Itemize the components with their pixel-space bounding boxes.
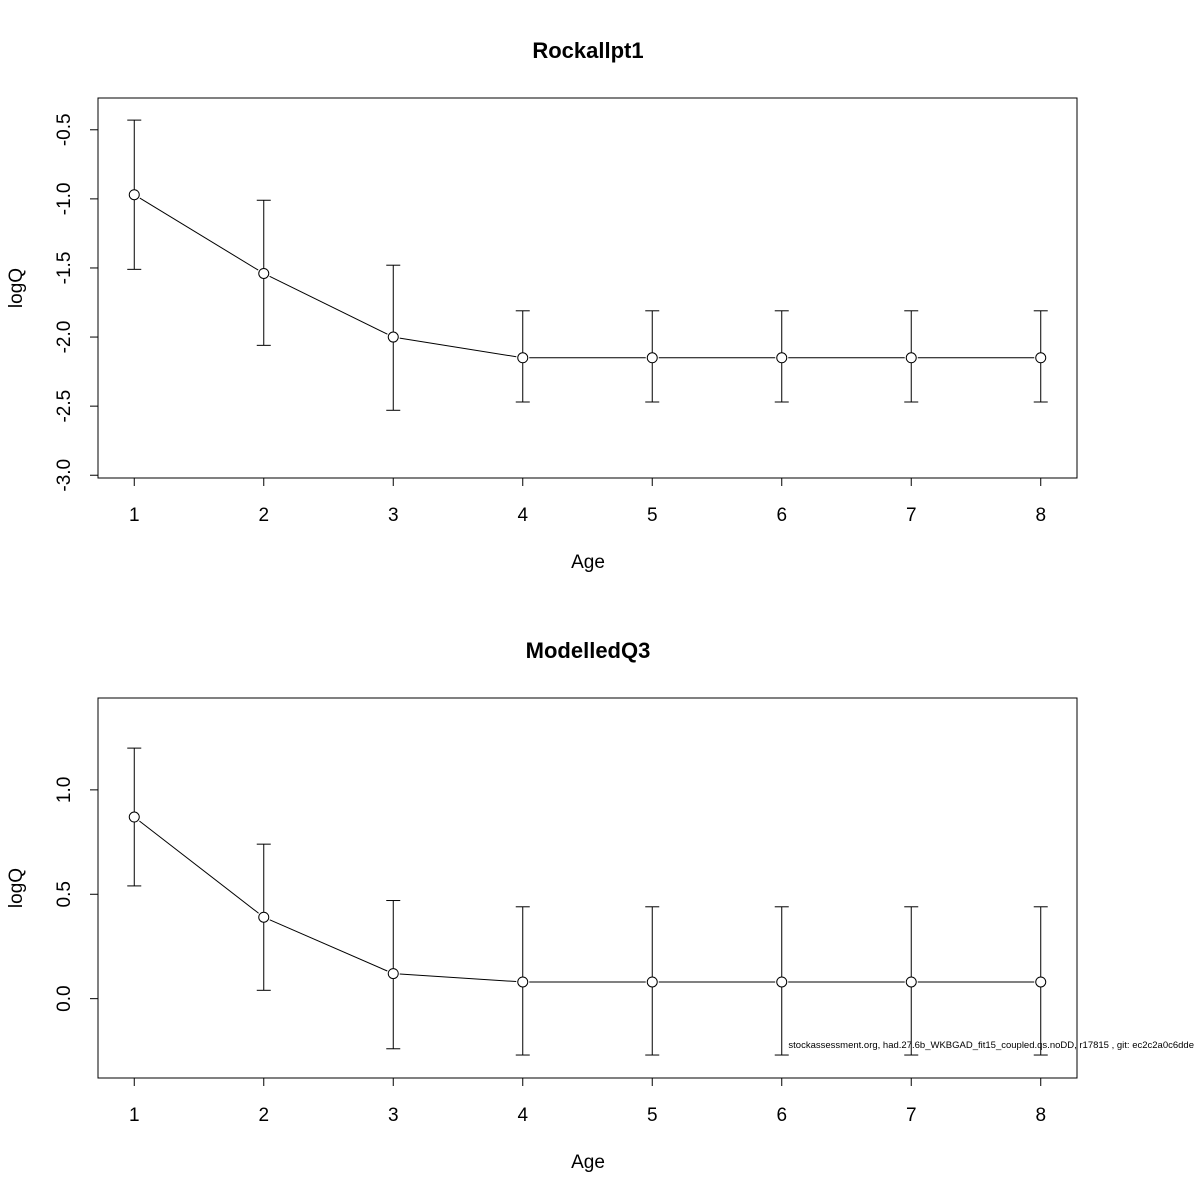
series	[127, 119, 1048, 411]
footnote: stockassessment.org, had.27.6b_WKBGAD_fi…	[788, 1040, 1194, 1051]
data-point	[646, 352, 658, 364]
data-point	[128, 189, 140, 201]
x-tick-label: 4	[517, 505, 528, 526]
plot-frame	[97, 97, 1078, 479]
chart-panel-modelledq3: ModelledQ3 0.0 0.5 1.0 1 2 3 4 5 6 7 8 Age logQ	[6, 638, 1078, 1173]
chart-panel-rockallpt1: Rockallpt1 -3.0 -2.5 -2.0 -1.5 -1.0 -0.5 1 2 3 4…	[6, 38, 1078, 573]
y-tick-label: -2.5	[54, 390, 75, 423]
y-tick-label: -1.0	[54, 182, 75, 215]
x-axis: 1 2 3 4 5 6 7 8	[129, 478, 1046, 526]
x-tick-label: 3	[388, 1105, 399, 1126]
data-point	[387, 331, 399, 343]
y-tick-label: -0.5	[54, 113, 75, 146]
series-line-segment	[139, 197, 259, 271]
x-tick-label: 1	[129, 1105, 140, 1126]
x-tick-label: 7	[906, 505, 917, 526]
data-point	[128, 811, 140, 823]
chart-title: Rockallpt1	[532, 38, 643, 63]
x-tick-label: 7	[906, 1105, 917, 1126]
series	[127, 747, 1048, 1056]
x-tick-label: 8	[1035, 1105, 1046, 1126]
y-tick-label: -3.0	[54, 459, 75, 492]
data-point	[387, 968, 399, 980]
data-point	[258, 911, 270, 923]
data-point	[258, 267, 270, 279]
data-point	[517, 976, 529, 988]
data-point	[1035, 352, 1047, 364]
data-point	[1035, 976, 1047, 988]
x-axis: 1 2 3 4 5 6 7 8	[129, 1078, 1046, 1126]
x-axis-label: Age	[571, 552, 605, 573]
y-tick-label: 0.5	[54, 881, 75, 907]
data-point	[905, 976, 917, 988]
x-tick-label: 5	[647, 1105, 658, 1126]
x-axis-label: Age	[571, 1152, 605, 1173]
x-tick-label: 6	[776, 1105, 787, 1126]
y-tick-label: 0.0	[54, 985, 75, 1011]
data-point	[776, 352, 788, 364]
data-point	[776, 976, 788, 988]
x-tick-label: 8	[1035, 505, 1046, 526]
series-line-segment	[399, 973, 517, 983]
x-tick-label: 2	[258, 1105, 269, 1126]
plot-frame	[97, 697, 1078, 1079]
series-line-segment	[399, 337, 517, 358]
chart-title: ModelledQ3	[526, 638, 651, 663]
data-point	[646, 976, 658, 988]
x-tick-label: 6	[776, 505, 787, 526]
y-tick-label: -1.5	[54, 252, 75, 285]
data-point	[517, 352, 529, 364]
y-axis-label: logQ	[6, 868, 27, 908]
x-tick-label: 5	[647, 505, 658, 526]
series-line-segment	[269, 919, 388, 972]
y-axis: 0.0 0.5 1.0	[54, 777, 98, 1012]
series-line-segment	[139, 820, 259, 914]
x-tick-label: 3	[388, 505, 399, 526]
y-axis: -3.0 -2.5 -2.0 -1.5 -1.0 -0.5	[54, 113, 98, 492]
x-tick-label: 1	[129, 505, 140, 526]
x-tick-label: 2	[258, 505, 269, 526]
x-tick-label: 4	[517, 1105, 528, 1126]
data-point	[905, 352, 917, 364]
y-tick-label: 1.0	[54, 777, 75, 803]
y-axis-label: logQ	[6, 268, 27, 308]
series-line-segment	[269, 275, 388, 335]
y-tick-label: -2.0	[54, 321, 75, 354]
